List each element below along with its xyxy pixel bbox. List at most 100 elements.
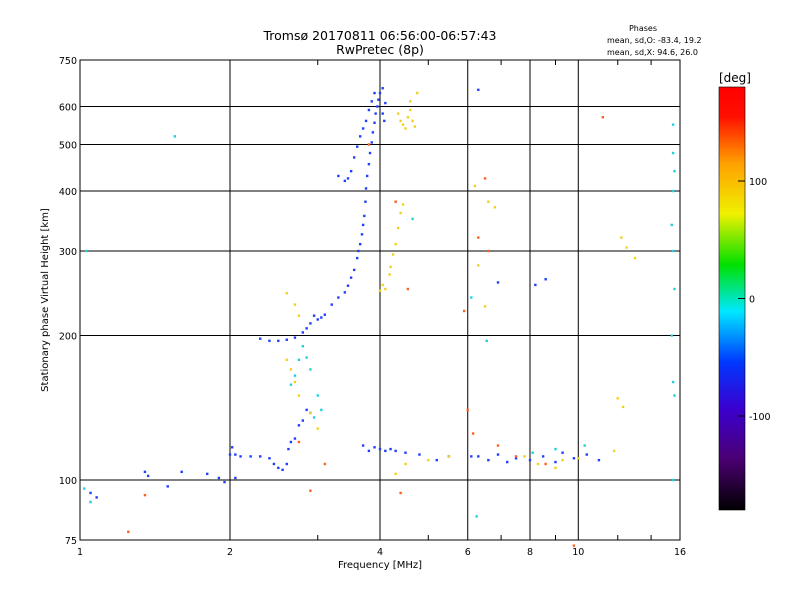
data-point-x bbox=[404, 462, 407, 466]
data-point-x bbox=[612, 449, 616, 453]
y-tick-label: 750 bbox=[59, 56, 77, 67]
data-point-x bbox=[381, 283, 384, 287]
data-point-mixed bbox=[475, 515, 478, 518]
data-point-o bbox=[361, 444, 365, 447]
data-point-o bbox=[312, 314, 316, 317]
data-point-mixed bbox=[89, 500, 92, 504]
data-point-x bbox=[616, 397, 619, 400]
y-tick-label: 400 bbox=[59, 187, 77, 198]
data-point-x bbox=[415, 91, 419, 95]
data-point-o bbox=[378, 447, 382, 451]
data-point-o bbox=[223, 480, 226, 484]
x-tick-label: 10 bbox=[572, 547, 584, 558]
data-point-o bbox=[277, 339, 280, 343]
data-point-o bbox=[367, 162, 371, 166]
y-axis-label: Stationary phase Virtual Height [km] bbox=[40, 208, 51, 392]
colorbar-tick-label: 0 bbox=[749, 295, 755, 306]
x-tick-label: 6 bbox=[465, 547, 471, 558]
data-point-x bbox=[554, 466, 557, 470]
data-point-o bbox=[534, 283, 537, 287]
data-point-x bbox=[409, 108, 412, 112]
data-point-outliers bbox=[127, 530, 130, 534]
data-point-x bbox=[389, 265, 392, 269]
data-point-x bbox=[493, 206, 497, 209]
data-point-o bbox=[418, 453, 421, 456]
data-point-o bbox=[180, 470, 183, 474]
data-point-mixed bbox=[673, 394, 676, 397]
data-point-mixed bbox=[320, 408, 323, 412]
data-point-mixed bbox=[83, 487, 86, 490]
data-point-o bbox=[572, 457, 576, 460]
data-point-mixed bbox=[470, 296, 473, 299]
data-point-mixed bbox=[531, 451, 534, 454]
data-point-x bbox=[447, 455, 451, 458]
data-point-o bbox=[259, 337, 262, 340]
data-point-x bbox=[409, 100, 412, 103]
data-point-o bbox=[365, 174, 369, 178]
data-point-o bbox=[146, 474, 150, 478]
data-point-mixed bbox=[305, 356, 308, 359]
data-point-o bbox=[378, 91, 382, 95]
data-point-o bbox=[305, 408, 308, 412]
data-point-mixed bbox=[671, 189, 675, 193]
data-point-o bbox=[487, 458, 490, 462]
data-point-mixed bbox=[485, 339, 488, 343]
data-point-outliers bbox=[496, 444, 500, 447]
data-point-outliers bbox=[572, 544, 576, 547]
data-point-x bbox=[621, 405, 625, 409]
data-point-o bbox=[301, 419, 305, 422]
phase-stats-heading: Phases bbox=[629, 24, 657, 33]
data-point-x bbox=[394, 472, 397, 476]
data-point-o bbox=[293, 336, 297, 339]
chart-title: Tromsø 20170811 06:56:00-06:57:43 bbox=[262, 28, 496, 43]
data-point-mixed bbox=[673, 169, 676, 173]
data-point-mixed bbox=[316, 394, 319, 397]
data-point-outliers bbox=[487, 249, 490, 253]
data-point-o bbox=[371, 131, 375, 134]
colorbar-label: [deg] bbox=[719, 71, 751, 85]
x-tick-label: 4 bbox=[377, 547, 383, 558]
data-point-o bbox=[297, 424, 301, 427]
data-point-o bbox=[597, 458, 601, 462]
data-point-x bbox=[388, 273, 391, 276]
data-point-o bbox=[268, 457, 271, 460]
data-point-o bbox=[367, 449, 371, 453]
x-tick-label: 16 bbox=[674, 547, 686, 558]
data-point-x bbox=[413, 125, 417, 128]
data-point-x bbox=[394, 242, 397, 246]
data-point-o bbox=[343, 291, 347, 294]
data-point-o bbox=[352, 268, 356, 272]
data-point-o bbox=[285, 338, 288, 341]
data-point-x bbox=[285, 292, 288, 295]
data-point-mixed bbox=[293, 374, 297, 377]
data-point-o bbox=[301, 331, 305, 334]
data-point-o bbox=[272, 462, 276, 466]
data-point-o bbox=[364, 119, 368, 123]
y-tick-label: 300 bbox=[59, 247, 77, 258]
data-point-mixed bbox=[173, 135, 177, 138]
data-point-o bbox=[89, 491, 92, 495]
data-point-x bbox=[399, 211, 402, 215]
data-point-o bbox=[367, 108, 371, 112]
data-point-o bbox=[346, 284, 350, 287]
data-point-outliers bbox=[406, 287, 410, 291]
data-point-x bbox=[523, 455, 526, 458]
data-point-o bbox=[143, 470, 147, 474]
data-point-o bbox=[384, 101, 387, 105]
data-point-x bbox=[487, 200, 490, 203]
data-point-o bbox=[320, 316, 323, 319]
data-point-mixed bbox=[309, 368, 312, 371]
data-point-o bbox=[349, 169, 353, 173]
data-point-outliers bbox=[323, 462, 327, 466]
data-point-mixed bbox=[297, 358, 301, 362]
data-point-o bbox=[289, 440, 293, 444]
data-point-x bbox=[297, 394, 301, 397]
data-point-outliers bbox=[477, 236, 480, 239]
data-point-o bbox=[561, 451, 564, 454]
data-point-o bbox=[358, 135, 362, 138]
data-point-x bbox=[378, 289, 382, 292]
data-point-o bbox=[355, 145, 359, 148]
x-axis-label: Frequency [MHz] bbox=[338, 560, 422, 571]
data-point-o bbox=[373, 91, 376, 95]
